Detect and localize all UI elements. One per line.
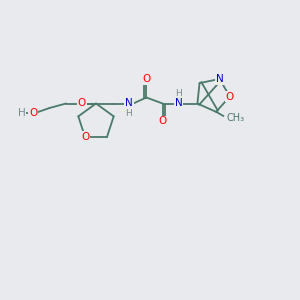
Text: O: O: [81, 132, 89, 142]
Text: O: O: [158, 116, 167, 127]
Text: CH₃: CH₃: [226, 113, 245, 123]
Text: N: N: [175, 98, 182, 109]
Text: O: O: [226, 92, 234, 102]
Text: H: H: [175, 88, 182, 98]
Text: O: O: [77, 98, 86, 109]
Text: N: N: [125, 98, 133, 109]
Text: O: O: [142, 74, 151, 85]
Text: H: H: [126, 110, 132, 118]
Text: N: N: [216, 74, 224, 84]
Text: O: O: [29, 107, 37, 118]
Text: H: H: [18, 107, 26, 118]
